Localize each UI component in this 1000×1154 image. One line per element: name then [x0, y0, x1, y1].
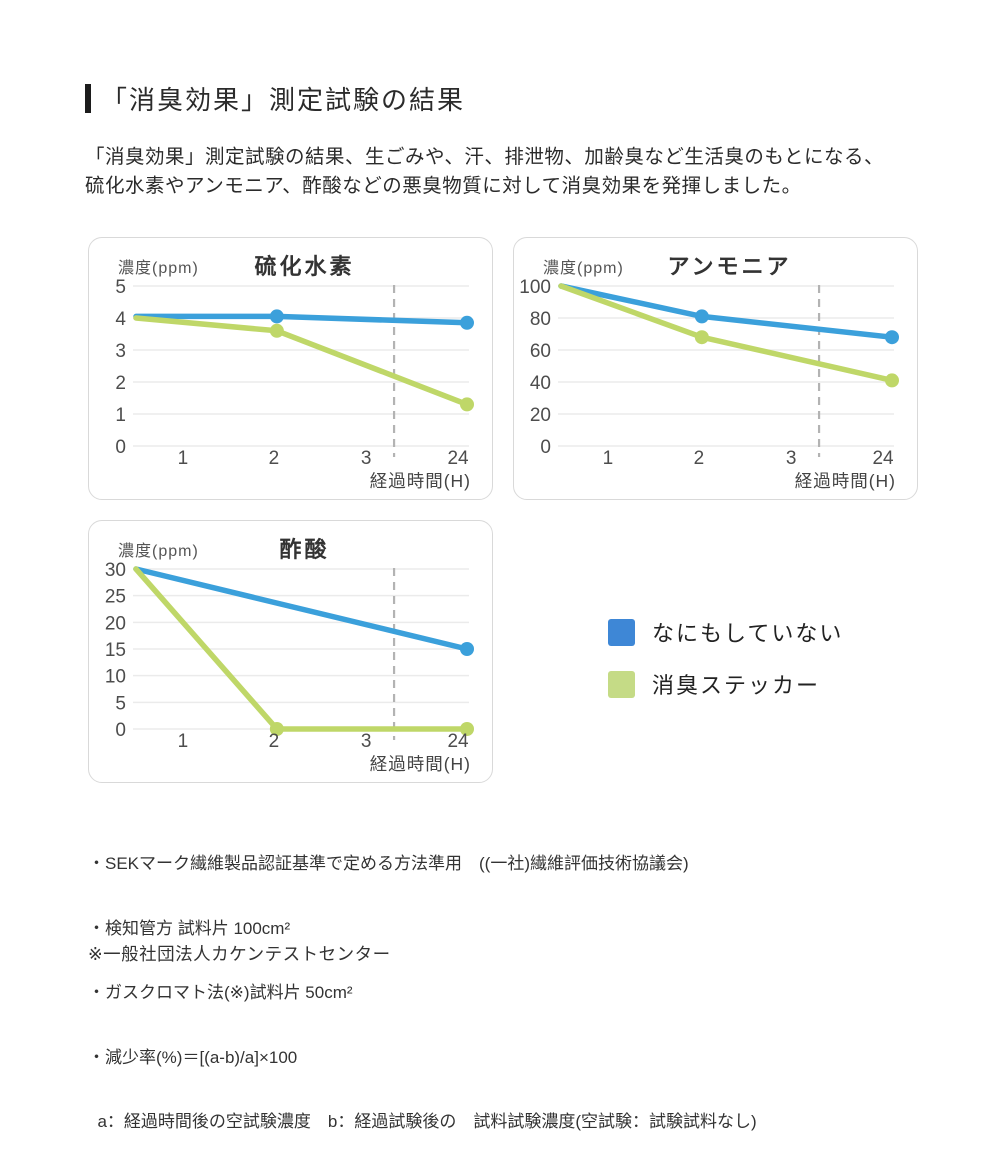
svg-text:5: 5	[115, 277, 126, 298]
legend-label: 消臭ステッカー	[652, 673, 821, 698]
page-title: 「消臭効果」測定試験の結果	[101, 85, 466, 115]
svg-text:60: 60	[530, 341, 551, 362]
legend-swatch-blue	[608, 618, 635, 646]
svg-text:24: 24	[872, 448, 894, 469]
svg-text:3: 3	[115, 341, 126, 362]
page-header: 「消臭効果」測定試験の結果	[85, 80, 465, 117]
legend-swatch-green	[608, 670, 635, 698]
chart-title: 酢酸	[279, 537, 330, 562]
org-note: ※一般社団法人カケンテストセンター	[88, 944, 391, 964]
svg-text:3: 3	[786, 448, 797, 469]
svg-text:2: 2	[115, 373, 126, 394]
chart-title: 硫化水素	[254, 254, 355, 279]
legend-label: なにもしていない	[652, 621, 844, 646]
svg-text:2: 2	[694, 448, 705, 469]
chart-card-ammonia: 濃度(ppm) アンモニア 0 20 40 60 80 100 1 2 3 24 経過時間(H)	[513, 237, 918, 500]
legend-item-sticker: 消臭ステッカー	[608, 668, 843, 700]
svg-text:0: 0	[115, 720, 126, 741]
svg-text:1: 1	[178, 448, 189, 469]
svg-text:25: 25	[105, 587, 126, 608]
svg-text:0: 0	[540, 437, 551, 458]
intro-text: 「消臭効果」測定試験の結果、生ごみや、汗、排泄物、加齢臭など生活臭のもとになる、…	[85, 143, 884, 201]
svg-text:20: 20	[105, 613, 126, 634]
footnotes: ・SEKマーク繊維製品認証基準で定める方法準用 ((一社)繊維評価技術協議会) …	[88, 810, 757, 1154]
y-axis-unit-label: 濃度(ppm)	[543, 260, 624, 277]
svg-text:経過時間(H): 経過時間(H)	[795, 471, 896, 491]
svg-text:経過時間(H): 経過時間(H)	[370, 754, 471, 774]
note-line: ・ガスクロマト法(※)試料片 50cm²	[88, 983, 353, 1002]
svg-text:24: 24	[447, 448, 469, 469]
svg-text:1: 1	[115, 405, 126, 426]
svg-text:100: 100	[519, 277, 551, 298]
note-line: ・SEKマーク繊維製品認証基準で定める方法準用 ((一社)繊維評価技術協議会)	[88, 854, 689, 873]
svg-text:2: 2	[269, 731, 280, 752]
note-line: ・検知管方 試料片 100cm²	[88, 918, 291, 938]
svg-text:4: 4	[115, 309, 126, 330]
svg-text:5: 5	[115, 693, 126, 714]
svg-text:30: 30	[105, 560, 126, 581]
intro-line-2: 硫化水素やアンモニア、酢酸などの悪臭物質に対して消臭効果を発揮しました。	[85, 175, 802, 197]
svg-text:15: 15	[105, 640, 126, 661]
chart-card-acetic-acid: 濃度(ppm) 酢酸 0 5 10 15 20 25 30 1 2 3 24 経過時間(H)	[88, 520, 493, 783]
svg-text:10: 10	[105, 667, 126, 688]
svg-text:24: 24	[447, 731, 469, 752]
svg-text:1: 1	[178, 731, 189, 752]
note-line: a：経過時間後の空試験濃度 b：経過試験後の 試料試験濃度(空試験：試験試料なし…	[88, 1112, 757, 1131]
svg-text:20: 20	[530, 405, 551, 426]
note-line: ・減少率(%)＝[(a-b)/a]×100	[88, 1047, 298, 1067]
y-axis-unit-label: 濃度(ppm)	[118, 260, 199, 277]
chart-card-hydrogen-sulfide: 濃度(ppm) 硫化水素 0 1 2 3 4 5 1 2 3 24 経過時間(H)	[88, 237, 493, 500]
chart-title: アンモニア	[667, 254, 792, 279]
svg-text:40: 40	[530, 373, 551, 394]
svg-text:経過時間(H): 経過時間(H)	[370, 471, 471, 491]
svg-text:1: 1	[603, 448, 614, 469]
svg-text:3: 3	[361, 731, 372, 752]
legend-item-untreated: なにもしていない	[608, 616, 843, 648]
svg-text:80: 80	[530, 309, 551, 330]
y-axis-unit-label: 濃度(ppm)	[118, 543, 199, 560]
legend: なにもしていない 消臭ステッカー	[608, 616, 843, 720]
intro-line-1: 「消臭効果」測定試験の結果、生ごみや、汗、排泄物、加齢臭など生活臭のもとになる、	[85, 146, 885, 168]
title-accent-bar	[85, 84, 91, 113]
svg-text:3: 3	[361, 448, 372, 469]
svg-text:2: 2	[269, 448, 280, 469]
svg-text:0: 0	[115, 437, 126, 458]
